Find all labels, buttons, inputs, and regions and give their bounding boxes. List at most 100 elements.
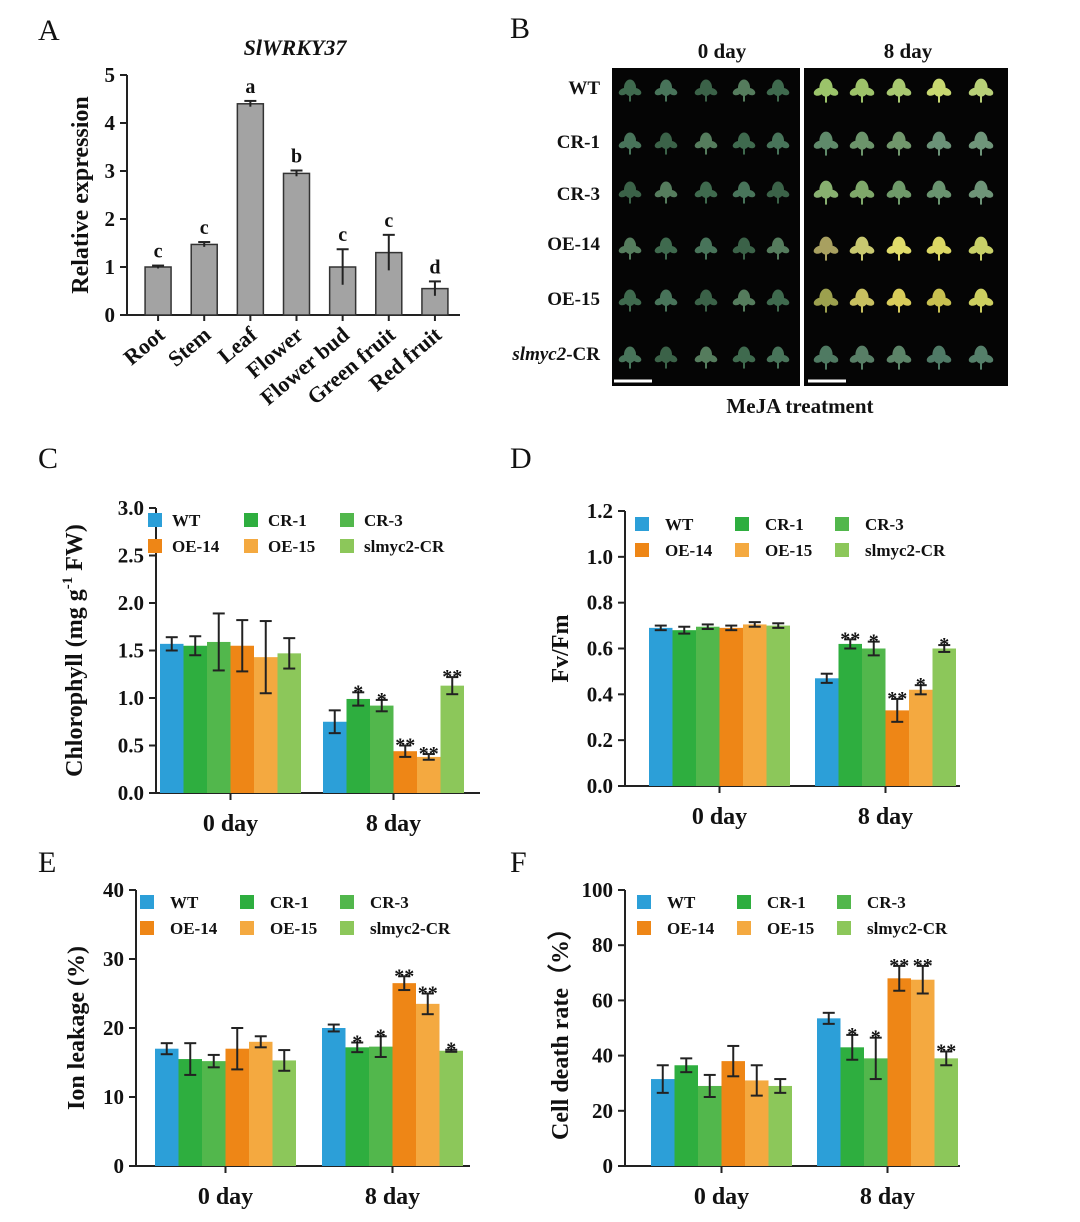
legend-swatch-oe-15 (244, 539, 258, 553)
significance-cr-3-8-day: * (376, 1025, 386, 1047)
leaf-8day-r2-c2 (886, 180, 912, 205)
legend-label-oe-14: OE-14 (667, 919, 715, 938)
bar-cr-1-8-day (345, 1047, 369, 1166)
leaf-shape (779, 355, 790, 363)
leaf-shape (694, 190, 705, 198)
legend-swatch-cr-3 (835, 517, 849, 531)
leaf-0day-r1-c0 (618, 132, 642, 155)
leaf-8day-r2-c0 (813, 180, 839, 205)
significance-slmyc2-cr-8-day: ** (936, 1040, 956, 1062)
x-tick-label-stem: Stem (163, 322, 216, 372)
y-tick-label: 2.0 (118, 591, 144, 615)
y-tick-label: 4 (105, 111, 116, 135)
y-tick-label: 3.0 (118, 496, 144, 520)
leaf-shape (886, 297, 897, 306)
legend-label-oe-14: OE-14 (665, 541, 713, 560)
significance-cr-1-8-day: ** (840, 628, 860, 650)
leaf-8day-r0-c3 (926, 78, 952, 103)
leaf-shape (766, 298, 777, 306)
bar-wt-0-day (160, 643, 184, 793)
bar-slmyc2-cr-8-day (932, 648, 956, 786)
leaf-shape (779, 141, 790, 149)
panel-e-chart: 0 10 20 30 40 Ion leakage (%) WT CR-1 CR-3 OE-14 O… (64, 878, 470, 1210)
legend-swatch-oe-14 (635, 543, 649, 557)
legend-label-cr-3: CR-3 (867, 893, 906, 912)
bar-oe-14-0-day (225, 1048, 249, 1166)
photo-caption: MeJA treatment (726, 394, 873, 418)
y-tick-label: 0 (114, 1154, 125, 1178)
y-tick-label: 1.2 (587, 499, 613, 523)
y-tick-label: 20 (592, 1099, 613, 1123)
significance-oe-14-8-day: ** (394, 965, 414, 987)
leaf-shape (901, 245, 912, 254)
legend-swatch-slmyc2-cr (340, 921, 354, 935)
leaf-shape (654, 190, 665, 198)
leaf-shape (667, 298, 678, 306)
bar-cr-1-0-day (183, 645, 207, 793)
y-tick-label: 5 (105, 63, 116, 87)
bar-oe-15-0-day (254, 657, 278, 793)
legend-label-wt: WT (172, 511, 201, 530)
leaf-0day-r3-c4 (766, 237, 790, 260)
leaf-shape (618, 190, 629, 198)
legend-swatch-cr-1 (735, 517, 749, 531)
leaf-shape (707, 246, 718, 254)
bar-cr-3-0-day (202, 1061, 226, 1166)
sig-letter-stem: c (200, 217, 209, 239)
leaf-8day-r3-c0 (813, 236, 839, 261)
leaf-shape (983, 297, 994, 306)
legend-label-oe-14: OE-14 (170, 919, 218, 938)
leaf-shape (901, 87, 912, 96)
bar-cr-1-8-day (840, 1047, 864, 1166)
legend-label-oe-15: OE-15 (270, 919, 317, 938)
significance-oe-14-8-day: ** (887, 688, 907, 710)
panel-letter-d: D (510, 442, 532, 475)
bar-slmyc2-cr-8-day (439, 1050, 463, 1166)
panel-a-chart: 0 1 2 3 4 5 SlWRKY37 Relative expression c Root c S… (68, 35, 460, 410)
y-tick-label: 40 (592, 1044, 613, 1068)
leaf-8day-r3-c1 (849, 236, 875, 261)
sig-letter-green-fruit: c (384, 210, 393, 232)
bar-leaf (236, 103, 265, 316)
sig-letter-leaf: a (245, 76, 255, 98)
x-tick-label-8-day: 8 day (366, 811, 421, 837)
legend-label-wt: WT (665, 515, 694, 534)
y-tick-label: 80 (592, 933, 613, 957)
significance-cr-1-8-day: * (353, 681, 363, 703)
leaf-shape (849, 189, 860, 198)
y-tick-label: 40 (103, 878, 124, 902)
legend-label-slmyc2-cr: slmyc2-CR (865, 541, 946, 560)
y-tick-label: 1.0 (587, 545, 613, 569)
bar-oe-14-8-day (393, 751, 417, 793)
leaf-0day-r3-c1 (654, 237, 678, 260)
leaf-0day-r3-c3 (732, 237, 756, 260)
bar-cr-3-0-day (207, 641, 231, 793)
leaf-shape (941, 140, 952, 149)
leaf-0day-r5-c1 (654, 346, 678, 369)
bar-oe-15-8-day (417, 756, 441, 793)
leaf-shape (779, 190, 790, 198)
leaf-shape (828, 189, 839, 198)
legend-swatch-wt (635, 517, 649, 531)
leaf-shape (886, 87, 897, 96)
x-tick-label-8-day: 8 day (860, 1184, 915, 1210)
sig-letter-red-fruit: d (429, 256, 440, 278)
leaf-shape (766, 355, 777, 363)
leaf-0day-r2-c0 (618, 181, 642, 204)
significance-oe-14-8-day: ** (395, 735, 415, 757)
leaf-shape (901, 189, 912, 198)
leaf-0day-r4-c2 (694, 289, 718, 312)
leaf-shape (926, 297, 937, 306)
bar-cr-3-0-day (698, 1085, 722, 1166)
leaf-shape (828, 245, 839, 254)
leaf-0day-r1-c2 (694, 132, 718, 155)
panel-letter-b: B (510, 12, 530, 45)
leaf-shape (849, 87, 860, 96)
significance-cr-3-8-day: * (377, 689, 387, 711)
leaf-shape (667, 355, 678, 363)
leaf-shape (667, 246, 678, 254)
bar-oe-15-8-day (416, 1003, 440, 1166)
y-tick-label: 0.6 (587, 637, 613, 661)
leaf-0day-r3-c0 (618, 237, 642, 260)
